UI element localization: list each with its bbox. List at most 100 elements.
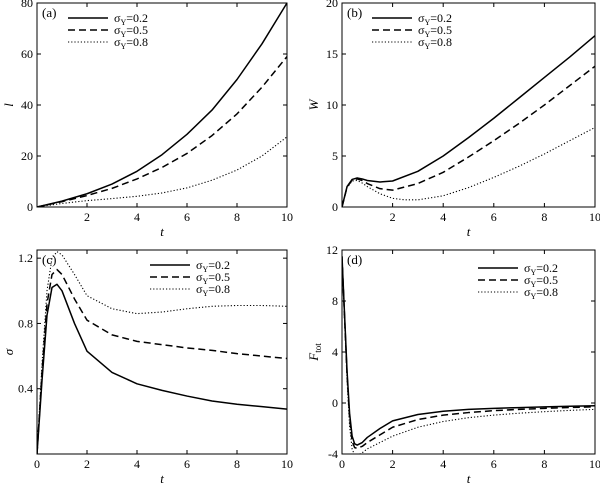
legend-label-value: =0.5 [536,273,558,287]
panel-label: (d) [347,252,362,267]
y-tick-label: 40 [21,98,33,112]
panel-label: (b) [347,5,362,20]
x-tick-label: 2 [84,210,90,224]
y-tick-label: 60 [21,47,33,61]
y-tick-label: 0.4 [18,382,33,396]
x-tick-label: 10 [281,210,293,224]
x-tick-label: 10 [589,210,600,224]
x-tick-label: 8 [541,210,547,224]
legend-label-subscript: Y [530,280,536,289]
plot-frame [36,2,288,208]
legend-label-subscript: Y [424,42,430,51]
series-line-solid [37,3,287,207]
legend-label-symbol: σ [418,11,425,25]
x-tick-label: 4 [440,457,446,471]
x-axis-label: t [160,471,164,484]
series-line-dashed [342,65,595,207]
x-tick-label: 0 [339,457,345,471]
y-tick-label: 0 [332,200,338,214]
legend-label-subscript: Y [202,265,208,274]
y-axis-label-main: l [1,103,16,107]
series-line-dashed [37,268,287,454]
x-tick-label: 2 [390,210,396,224]
legend-label: σY=0.8 [418,35,452,51]
x-tick-label: 6 [184,457,190,471]
legend-label: σY=0.2 [418,11,452,27]
y-axis-label: W [306,98,321,110]
legend-label-value: =0.5 [126,23,148,37]
legend-label: σY=0.5 [524,273,558,289]
series-line-dashed [342,256,595,450]
y-tick-label: 80 [21,0,33,10]
x-tick-label: 4 [134,457,140,471]
legend-label: σY=0.8 [196,282,230,298]
y-tick-label: 20 [326,0,338,10]
plot-frame [36,249,288,455]
x-tick-label: 4 [440,210,446,224]
y-tick-label: 0.8 [18,316,33,330]
legend-label-symbol: σ [418,23,425,37]
legend-label-subscript: Y [120,30,126,39]
x-tick-label: 6 [491,457,497,471]
legend-label-symbol: σ [524,285,531,299]
x-tick-label: 6 [184,210,190,224]
legend-label: σY=0.5 [114,23,148,39]
plot-frame [341,2,596,208]
y-tick-label: 0 [27,200,33,214]
legend-label-subscript: Y [424,18,430,27]
x-tick-label: 8 [541,457,547,471]
y-tick-label: 1.2 [18,251,33,265]
x-tick-label: 0 [34,457,40,471]
legend-label-value: =0.8 [430,35,452,49]
legend-label-symbol: σ [114,35,121,49]
y-axis-label: σ [1,348,16,355]
legend-label: σY=0.5 [418,23,452,39]
legend-label-value: =0.2 [126,11,148,25]
y-tick-label: 20 [21,149,33,163]
legend-label-value: =0.2 [430,11,452,25]
legend-label-symbol: σ [524,261,531,275]
panel-label: (a) [42,5,56,20]
y-tick-label: 12 [326,243,338,257]
legend-label-value: =0.8 [208,282,230,296]
legend-label-symbol: σ [196,282,203,296]
y-tick-label: 15 [326,47,338,61]
series-line-dotted [37,251,287,454]
legend-label: σY=0.8 [524,285,558,301]
legend-label-symbol: σ [196,270,203,284]
x-axis-label: t [467,471,471,484]
legend-label: σY=0.2 [114,11,148,27]
y-axis-label-main: W [306,98,321,110]
legend-label: σY=0.5 [196,270,230,286]
legend-label-value: =0.2 [536,261,558,275]
y-axis-label: l [1,103,16,107]
x-tick-label: 10 [281,457,293,471]
legend-label-value: =0.8 [126,35,148,49]
x-tick-label: 6 [491,210,497,224]
x-tick-label: 2 [390,457,396,471]
legend-label-subscript: Y [202,277,208,286]
chart-panel-c: 0 2 4 6 8 100.40.81.2tσ(c) σY=0.2σY=0.5σY=0.8 [1,249,293,484]
legend-label: σY=0.2 [196,258,230,274]
series-line-dashed [37,56,287,207]
y-axis-label-main: σ [1,348,16,355]
legend-label-subscript: Y [120,42,126,51]
series-line-solid [37,283,287,454]
x-tick-label: 8 [234,457,240,471]
legend-label-value: =0.8 [536,285,558,299]
legend-label-symbol: σ [196,258,203,272]
series-line-dotted [342,126,595,207]
legend-label: σY=0.2 [524,261,558,277]
y-tick-label: 4 [332,345,338,359]
x-tick-label: 4 [134,210,140,224]
y-tick-label: -4 [328,447,338,461]
legend-label-symbol: σ [524,273,531,287]
legend-label-value: =0.5 [430,23,452,37]
x-tick-label: 2 [84,457,90,471]
legend-label: σY=0.8 [114,35,148,51]
legend-label-value: =0.2 [208,258,230,272]
